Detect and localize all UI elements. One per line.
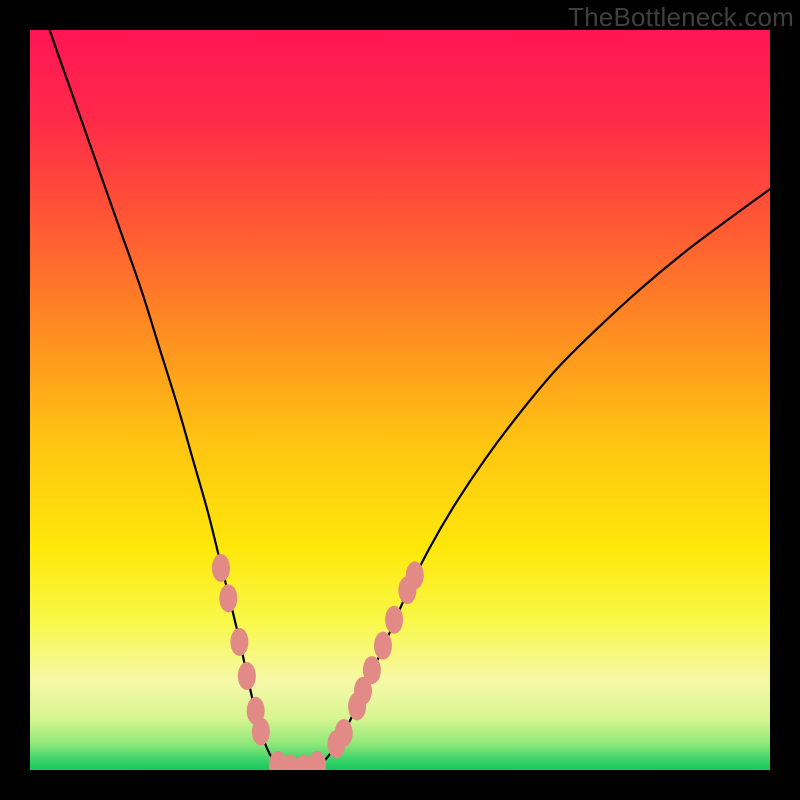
watermark-text: TheBottleneck.com	[568, 2, 794, 33]
marker-right	[363, 656, 381, 684]
plot-svg-layer	[30, 30, 770, 770]
marker-bottom	[308, 751, 326, 770]
bottleneck-curve	[30, 30, 770, 770]
chart-root: TheBottleneck.com	[0, 0, 800, 800]
marker-left	[219, 584, 237, 612]
marker-right	[335, 719, 353, 747]
marker-right	[374, 632, 392, 660]
marker-right	[406, 561, 424, 589]
marker-right	[385, 606, 403, 634]
marker-left	[238, 662, 256, 690]
plot-area	[30, 30, 770, 770]
marker-left	[252, 718, 270, 746]
marker-left	[212, 554, 230, 582]
marker-left	[230, 628, 248, 656]
